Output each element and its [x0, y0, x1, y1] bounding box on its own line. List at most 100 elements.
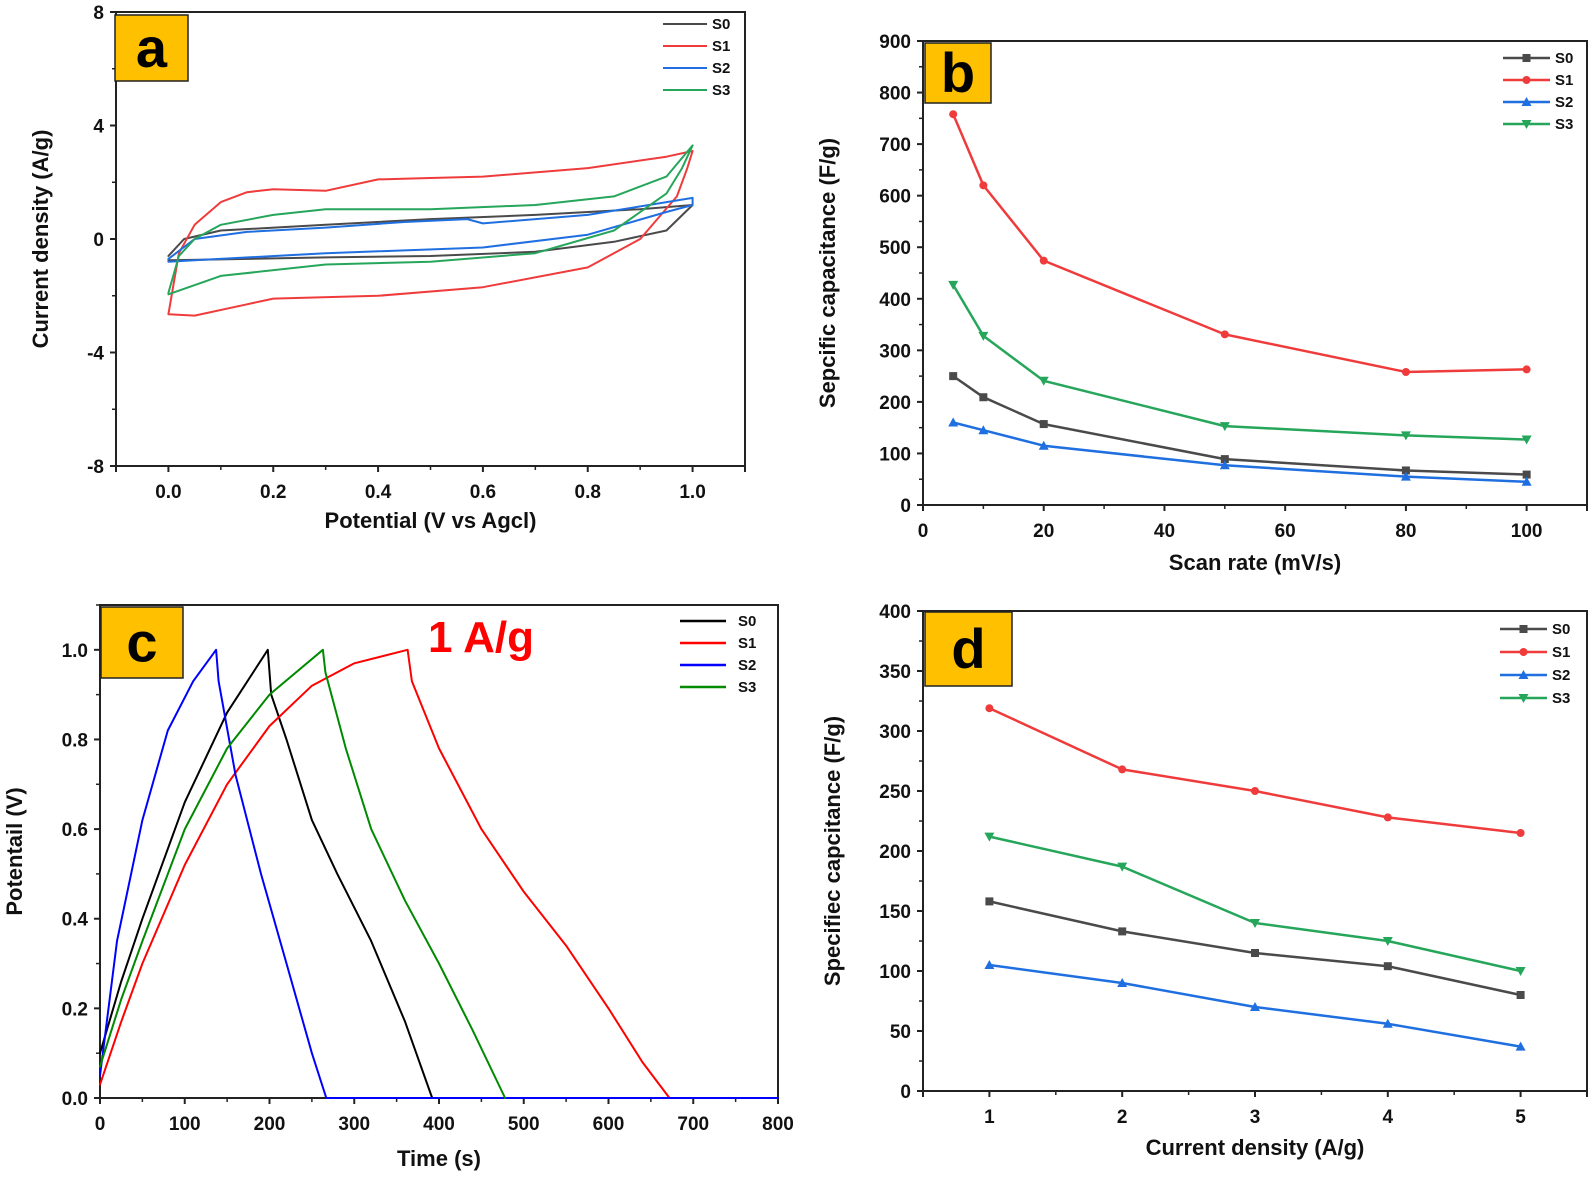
- legend: S0 S1 S2 S3: [680, 613, 756, 696]
- legend-label-s2: S2: [738, 657, 756, 674]
- data-point-s2: [984, 960, 995, 969]
- data-point-s1: [1383, 813, 1392, 822]
- plot-frame: [99, 604, 779, 1099]
- legend-marker-s1: [1519, 648, 1528, 656]
- x-tick-label: 500: [508, 1114, 540, 1135]
- legend-label-s0: S0: [712, 16, 730, 33]
- x-tick-label: 0.0: [155, 482, 181, 503]
- y-tick-label: 150: [879, 902, 911, 923]
- y-axis-title: Specifiec capcitance (F/g): [820, 716, 845, 986]
- series-line-s0: [988, 900, 1522, 997]
- x-tick-label: 5: [1515, 1107, 1526, 1128]
- data-point-s0: [979, 393, 988, 402]
- legend: S0 S1 S2 S3: [1503, 50, 1573, 133]
- series-line-s2: [99, 648, 779, 1099]
- x-axis-title: Current density (A/g): [1146, 1135, 1365, 1160]
- series-line-s3: [951, 283, 1528, 441]
- x-tick-label: 80: [1395, 521, 1416, 542]
- data-point-s1: [1522, 365, 1531, 374]
- data-point-s3: [1515, 967, 1526, 976]
- data-point-s0: [985, 897, 994, 906]
- data-point-s2: [1521, 476, 1532, 486]
- y-tick-label: -4: [87, 344, 104, 365]
- data-point-s2: [948, 417, 959, 427]
- x-tick-label: 0: [95, 1114, 106, 1135]
- y-tick-label: 900: [879, 32, 911, 53]
- legend-label-s2: S2: [1555, 94, 1573, 111]
- legend-label-s3: S3: [712, 82, 730, 99]
- legend-label-s2: S2: [712, 60, 730, 77]
- y-tick-label: 0.0: [62, 1089, 88, 1110]
- legend-label-s0: S0: [1552, 621, 1570, 638]
- y-tick-label: 400: [879, 602, 911, 623]
- data-point-s3: [1219, 422, 1230, 432]
- panel-label-box: [924, 42, 992, 104]
- x-tick-label: 0.4: [365, 482, 392, 503]
- x-tick-label: 100: [1511, 521, 1543, 542]
- panel-label-box: [100, 606, 184, 679]
- x-tick-label: 0.6: [470, 482, 496, 503]
- legend-marker-s1: [1522, 76, 1531, 84]
- x-tick-label: 40: [1154, 521, 1175, 542]
- legend-label-s2: S2: [1552, 667, 1570, 684]
- current-density-annotation: 1 A/g: [428, 613, 534, 662]
- data-point-s2: [1250, 1002, 1260, 1011]
- panel-a-cv-chart: 0.0 0.2 0.4 0.6 0.8 1.0 8 4 0 -4 -8 Potential (V vs…: [28, 3, 746, 533]
- x-tick-label: 4: [1383, 1107, 1394, 1128]
- y-tick-label: 50: [890, 1022, 911, 1043]
- data-point-s3: [1400, 431, 1411, 441]
- y-tick-label: 500: [879, 238, 911, 259]
- x-tick-label: 200: [254, 1114, 286, 1135]
- data-point-s1: [1039, 256, 1048, 265]
- data-point-s3: [1250, 919, 1260, 928]
- series-line-s1: [951, 112, 1528, 374]
- panel-label: d: [951, 617, 985, 680]
- x-tick-label: 1.0: [679, 482, 705, 503]
- data-point-s1: [985, 704, 994, 713]
- data-point-s2: [978, 425, 989, 435]
- series-line-s3: [167, 144, 694, 296]
- plot-frame: [115, 11, 746, 467]
- data-point-s0: [949, 372, 958, 381]
- data-point-s2: [1117, 978, 1128, 987]
- panel-b-scan-rate-chart: 0 20 40 60 80 100 0 100 200 300 400 500 600 700 800 900…: [815, 32, 1588, 575]
- data-point-s1: [1220, 330, 1229, 339]
- y-tick-label: 700: [879, 135, 911, 156]
- legend-marker-s0: [1519, 625, 1528, 633]
- legend-label-s1: S1: [738, 635, 756, 652]
- x-axis-title: Scan rate (mV/s): [1169, 550, 1341, 575]
- data-point-s2: [1038, 440, 1049, 450]
- y-tick-label: 600: [879, 187, 911, 208]
- y-tick-label: 100: [879, 962, 911, 983]
- data-point-s2: [1400, 471, 1411, 481]
- x-tick-label: 3: [1250, 1107, 1261, 1128]
- data-point-s0: [1220, 455, 1229, 464]
- plot-frame: [922, 610, 1588, 1092]
- data-point-s2: [1219, 460, 1230, 470]
- data-point-s0: [1383, 962, 1392, 971]
- series-line-s1: [167, 150, 694, 317]
- data-point-s0: [1118, 927, 1127, 936]
- x-tick-label: 1: [984, 1107, 995, 1128]
- legend-marker-s0: [1522, 54, 1531, 62]
- y-tick-label: 200: [879, 842, 911, 863]
- y-axis-title: Current density (A/g): [28, 130, 53, 349]
- y-tick-label: 100: [879, 444, 911, 465]
- data-point-s2: [1382, 1018, 1393, 1028]
- data-point-s3: [948, 280, 959, 290]
- data-point-s0: [1039, 420, 1048, 429]
- y-tick-label: 300: [879, 341, 911, 362]
- x-tick-label: 800: [762, 1114, 794, 1135]
- legend-marker-s2: [1521, 97, 1532, 106]
- legend-label-s3: S3: [1555, 116, 1573, 133]
- x-tick-label: 0.2: [260, 482, 286, 503]
- series-line-s0: [99, 648, 434, 1099]
- legend-label-s1: S1: [1555, 72, 1573, 89]
- data-point-s1: [1251, 787, 1259, 795]
- x-axis-title: Potential (V vs Agcl): [325, 508, 537, 533]
- y-tick-label: 200: [879, 393, 911, 414]
- data-point-s3: [1117, 862, 1128, 872]
- legend-label-s0: S0: [1555, 50, 1573, 67]
